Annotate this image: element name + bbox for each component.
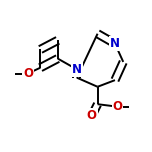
Text: O: O: [87, 109, 97, 122]
Text: O: O: [112, 100, 123, 113]
Text: O: O: [23, 67, 33, 80]
Text: N: N: [72, 63, 82, 76]
Text: N: N: [110, 37, 120, 50]
